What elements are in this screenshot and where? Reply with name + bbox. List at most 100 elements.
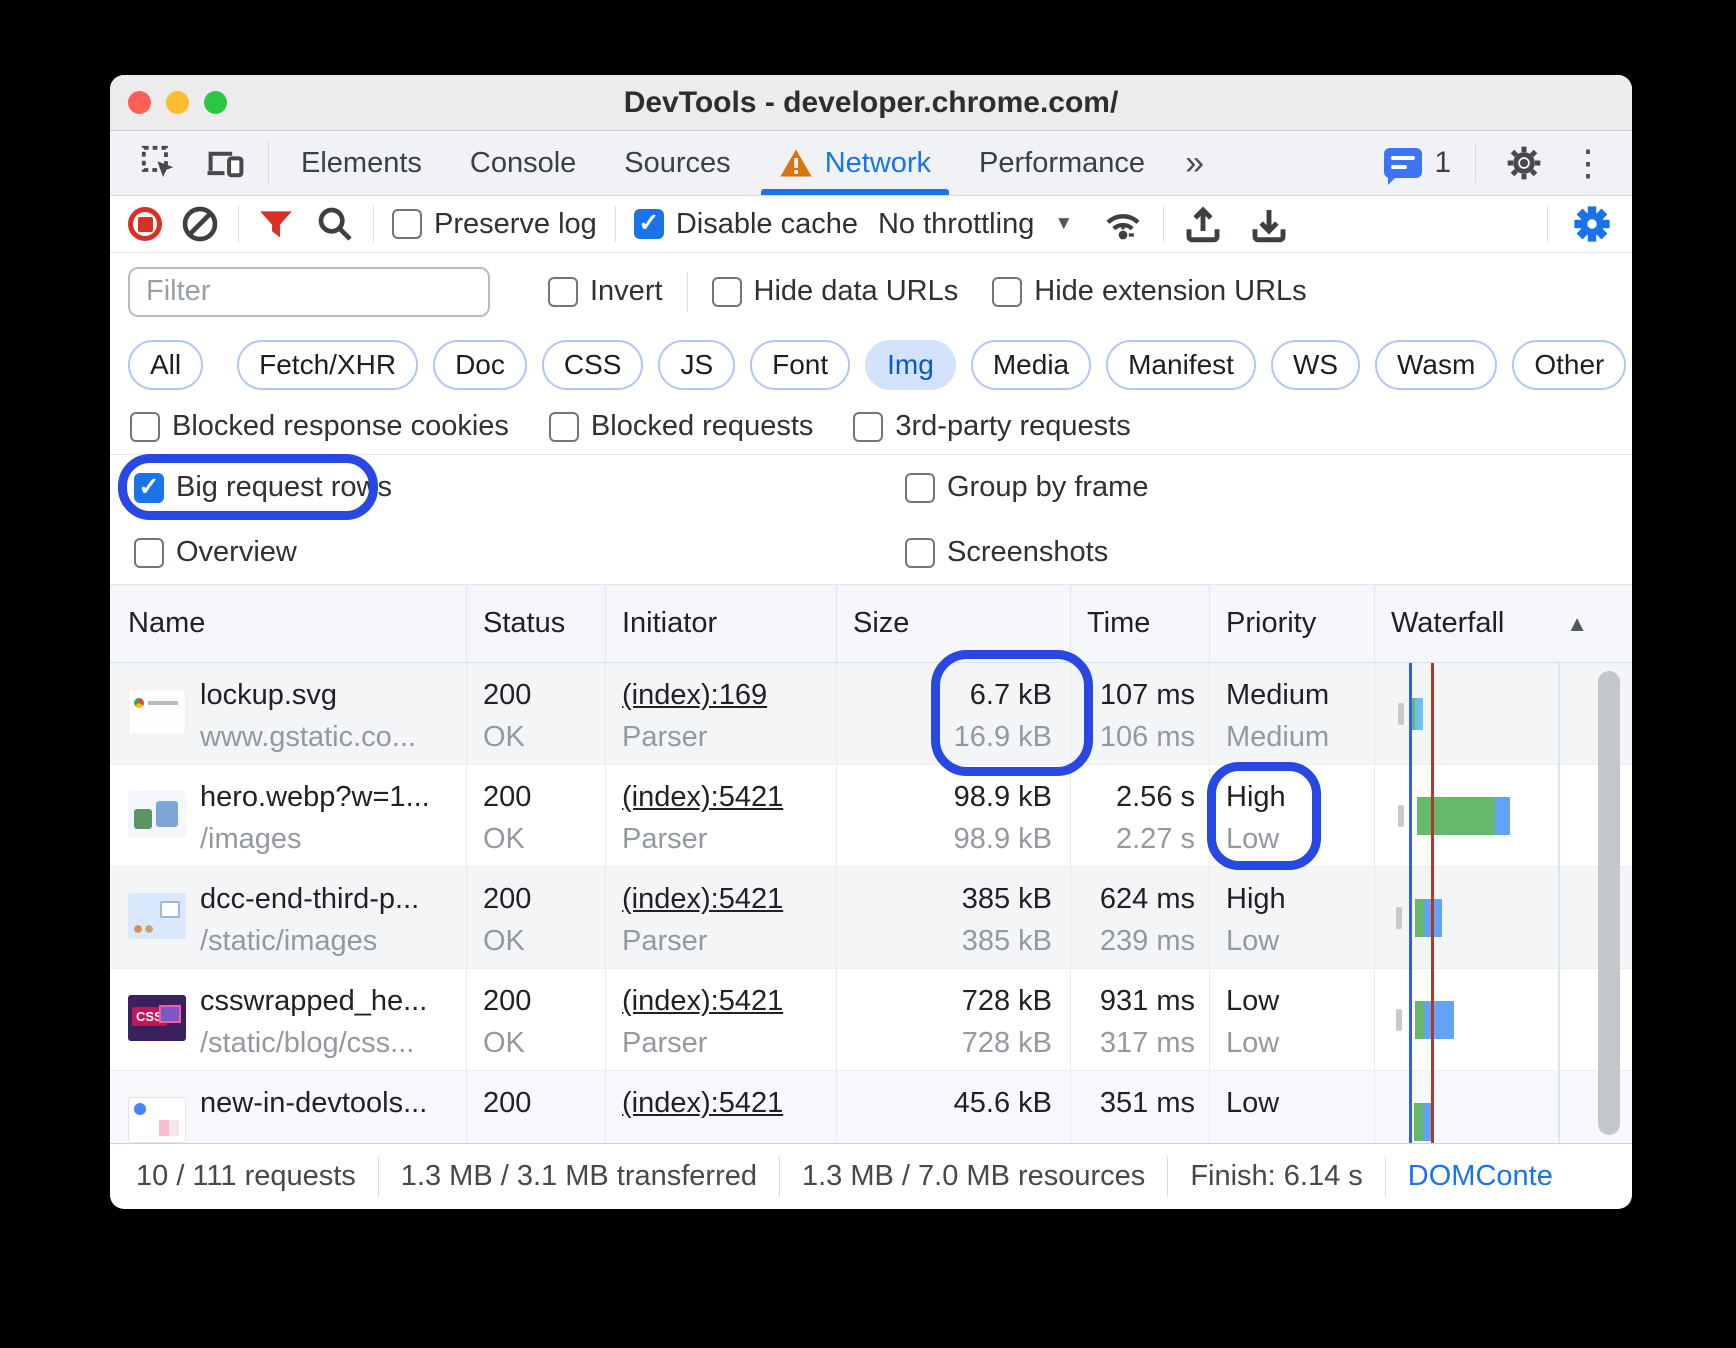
blocked-response-cookies-checkbox[interactable]: Blocked response cookies — [130, 410, 509, 443]
request-row-csswrapped[interactable]: csswrapped_he.../static/blog/css... 200O… — [110, 969, 1632, 1071]
throttling-dropdown[interactable]: No throttling ▼ — [877, 207, 1074, 240]
request-thumbnail — [128, 1097, 186, 1143]
hide-data-urls-checkbox[interactable]: Hide data URLs — [711, 275, 958, 308]
tab-elements[interactable]: Elements — [301, 146, 422, 179]
macos-titlebar: DevTools - developer.chrome.com/ — [110, 75, 1632, 131]
disable-cache-checkbox[interactable]: Disable cache — [633, 208, 858, 241]
initiator-link[interactable]: (index):5421 — [622, 985, 784, 1017]
network-settings-gear-icon[interactable] — [1570, 202, 1614, 246]
waterfall-cell — [1375, 663, 1632, 764]
chip-js[interactable]: JS — [658, 339, 736, 390]
resource-type-filters: All Fetch/XHR Doc CSS JS Font Img Media … — [110, 330, 1632, 399]
waterfall-cell — [1375, 867, 1632, 968]
screenshots-checkbox[interactable]: Screenshots — [905, 536, 1108, 569]
network-summary-bar: 10 / 111 requests 1.3 MB / 3.1 MB transf… — [110, 1143, 1632, 1209]
request-row-new-in-devtools[interactable]: new-in-devtools... 200 (index):5421 45.6… — [110, 1071, 1632, 1143]
waterfall-gridline — [1558, 663, 1560, 1143]
more-tabs-icon[interactable]: » — [1185, 143, 1206, 182]
export-har-icon[interactable] — [1248, 203, 1290, 245]
requests-table-header: Name Status Initiator Size Time Priority… — [110, 585, 1632, 663]
transferred-summary: 1.3 MB / 3.1 MB transferred — [400, 1160, 757, 1192]
tab-performance[interactable]: Performance — [979, 146, 1146, 179]
column-header-initiator[interactable]: Initiator — [606, 585, 837, 662]
filter-row: Invert Hide data URLs Hide extension URL… — [110, 253, 1632, 330]
network-conditions-icon[interactable] — [1101, 204, 1145, 244]
close-window-button[interactable] — [128, 91, 151, 114]
blocked-requests-checkbox[interactable]: Blocked requests — [548, 410, 813, 443]
filter-funnel-icon[interactable] — [257, 205, 295, 243]
column-header-time[interactable]: Time — [1071, 585, 1210, 662]
waterfall-cell — [1375, 1071, 1632, 1143]
warning-icon — [779, 148, 813, 178]
chip-all[interactable]: All — [128, 339, 204, 390]
finish-time: Finish: 6.14 s — [1190, 1160, 1363, 1192]
chevron-down-icon: ▼ — [1054, 213, 1074, 234]
request-thumbnail — [128, 791, 186, 837]
invert-checkbox[interactable]: Invert — [548, 275, 663, 308]
chip-font[interactable]: Font — [750, 339, 851, 390]
overview-checkbox[interactable]: Overview — [134, 536, 297, 569]
requests-summary: 10 / 111 requests — [136, 1160, 356, 1192]
inspect-element-icon[interactable] — [126, 131, 192, 195]
clear-network-log-icon[interactable] — [180, 204, 220, 244]
third-party-requests-checkbox[interactable]: 3rd-party requests — [853, 410, 1131, 443]
load-event-line — [1431, 663, 1434, 1143]
request-row-lockup-svg[interactable]: lockup.svg www.gstatic.co... 200 OK (index… — [110, 663, 1632, 765]
vertical-scrollbar[interactable] — [1598, 671, 1620, 1135]
chip-fetch-xhr[interactable]: Fetch/XHR — [237, 339, 419, 390]
tab-network[interactable]: Network — [755, 131, 955, 195]
initiator-link[interactable]: (index):5421 — [622, 781, 784, 813]
message-bubble-icon — [1384, 148, 1423, 185]
initiator-link[interactable]: (index):5421 — [622, 1087, 784, 1119]
chip-ws[interactable]: WS — [1270, 339, 1361, 390]
domcontentloaded-time: DOMConte — [1407, 1160, 1553, 1192]
column-header-status[interactable]: Status — [467, 585, 606, 662]
minimize-window-button[interactable] — [166, 91, 189, 114]
import-har-icon[interactable] — [1182, 203, 1224, 245]
waterfall-cell — [1375, 765, 1632, 866]
requests-table-body: lockup.svg www.gstatic.co... 200 OK (index… — [110, 663, 1632, 1143]
issues-counter[interactable]: 1 — [1374, 146, 1461, 185]
waterfall-cell — [1375, 969, 1632, 1070]
initiator-link[interactable]: (index):5421 — [622, 883, 784, 915]
network-toolbar: Preserve log Disable cache No throttling… — [110, 196, 1632, 253]
search-icon[interactable] — [315, 204, 355, 244]
initiator-link[interactable]: (index):169 — [622, 679, 768, 711]
sort-ascending-icon: ▲ — [1566, 610, 1588, 636]
column-header-waterfall[interactable]: Waterfall ▲ — [1391, 607, 1588, 639]
toggle-device-toolbar-icon[interactable] — [192, 131, 260, 195]
window-title: DevTools - developer.chrome.com/ — [623, 85, 1119, 119]
devtools-window: DevTools - developer.chrome.com/ Element… — [110, 75, 1632, 1209]
request-thumbnail — [128, 995, 186, 1041]
column-header-size[interactable]: Size — [837, 585, 1071, 662]
settings-gear-icon[interactable] — [1490, 143, 1558, 183]
chip-css[interactable]: CSS — [541, 339, 644, 390]
hide-extension-urls-checkbox[interactable]: Hide extension URLs — [992, 275, 1307, 308]
column-header-priority[interactable]: Priority — [1210, 585, 1375, 662]
request-thumbnail — [128, 893, 186, 939]
tab-console[interactable]: Console — [469, 146, 577, 179]
column-header-name[interactable]: Name — [110, 585, 467, 662]
request-row-dcc-end-third[interactable]: dcc-end-third-p.../static/images 200 OK (… — [110, 867, 1632, 969]
zoom-window-button[interactable] — [204, 91, 227, 114]
request-row-hero-webp[interactable]: hero.webp?w=1.../images 200 OK (index):54… — [110, 765, 1632, 867]
chip-media[interactable]: Media — [970, 339, 1092, 390]
chip-wasm[interactable]: Wasm — [1375, 339, 1498, 390]
issues-count: 1 — [1434, 146, 1451, 179]
tab-sources[interactable]: Sources — [624, 146, 731, 179]
preserve-log-checkbox[interactable]: Preserve log — [392, 208, 597, 241]
request-thumbnail — [128, 689, 186, 735]
big-request-rows-checkbox[interactable]: Big request rows — [134, 471, 392, 504]
chip-manifest[interactable]: Manifest — [1106, 339, 1256, 390]
dcl-event-line — [1409, 663, 1412, 1143]
chip-doc[interactable]: Doc — [433, 339, 527, 390]
blocked-options-row: Blocked response cookies Blocked request… — [110, 399, 1632, 455]
more-options-kebab-icon[interactable]: ⋮ — [1570, 142, 1606, 183]
chip-img-selected[interactable]: Img — [865, 339, 956, 390]
group-by-frame-checkbox[interactable]: Group by frame — [905, 471, 1148, 504]
record-network-log-button[interactable] — [128, 207, 162, 241]
chip-other[interactable]: Other — [1512, 339, 1627, 390]
display-options-grid: Big request rows Group by frame Overview… — [110, 455, 1632, 585]
devtools-tabbar: Elements Console Sources Network Perform… — [110, 131, 1632, 196]
filter-input[interactable] — [128, 266, 490, 317]
